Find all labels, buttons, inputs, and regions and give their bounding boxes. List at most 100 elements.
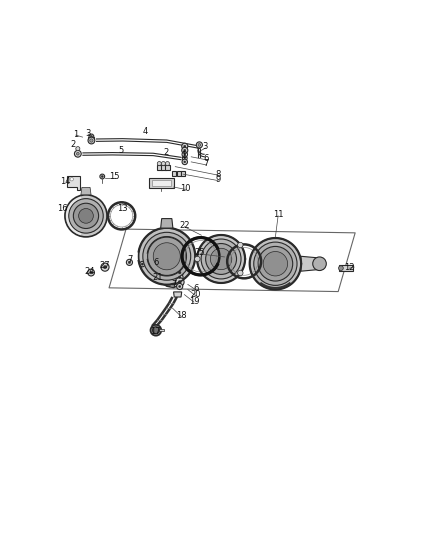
- Text: 6: 6: [153, 258, 159, 267]
- Circle shape: [157, 161, 161, 166]
- Text: 25: 25: [195, 248, 205, 257]
- Text: 2: 2: [163, 148, 169, 157]
- Polygon shape: [88, 138, 95, 140]
- Circle shape: [78, 208, 93, 223]
- Circle shape: [138, 228, 195, 285]
- Circle shape: [153, 243, 180, 270]
- Circle shape: [103, 265, 106, 269]
- Text: 6: 6: [204, 155, 209, 163]
- Text: 9: 9: [215, 175, 221, 184]
- Circle shape: [161, 161, 166, 166]
- Text: 11: 11: [273, 211, 283, 220]
- Text: 1: 1: [181, 151, 187, 159]
- Text: 15: 15: [110, 172, 120, 181]
- Circle shape: [205, 244, 237, 274]
- Circle shape: [263, 252, 288, 276]
- Circle shape: [89, 134, 94, 139]
- Polygon shape: [165, 165, 170, 169]
- Circle shape: [197, 235, 245, 282]
- Polygon shape: [67, 176, 80, 190]
- Text: 12: 12: [344, 263, 355, 272]
- Text: 19: 19: [189, 296, 199, 305]
- Polygon shape: [81, 188, 91, 195]
- Circle shape: [100, 174, 105, 179]
- Circle shape: [184, 149, 186, 151]
- Circle shape: [258, 246, 293, 281]
- Circle shape: [148, 237, 186, 276]
- Circle shape: [77, 152, 79, 155]
- Circle shape: [182, 147, 188, 154]
- Circle shape: [88, 137, 95, 144]
- Circle shape: [65, 195, 107, 237]
- Polygon shape: [181, 171, 185, 176]
- Circle shape: [90, 135, 92, 138]
- Circle shape: [178, 271, 181, 274]
- Circle shape: [184, 157, 186, 159]
- Circle shape: [76, 147, 80, 151]
- Polygon shape: [301, 256, 323, 271]
- Text: 2: 2: [71, 140, 76, 149]
- Polygon shape: [161, 219, 173, 228]
- Text: 22: 22: [179, 221, 190, 230]
- Polygon shape: [177, 171, 181, 176]
- Circle shape: [184, 145, 186, 148]
- Text: 13: 13: [117, 204, 128, 213]
- Bar: [149, 178, 173, 188]
- Text: 6: 6: [193, 284, 199, 293]
- Text: 7: 7: [172, 280, 177, 288]
- Circle shape: [143, 232, 191, 280]
- Text: 5: 5: [118, 146, 124, 155]
- Circle shape: [101, 175, 103, 177]
- Text: 16: 16: [57, 204, 67, 213]
- Circle shape: [196, 142, 202, 148]
- Circle shape: [250, 238, 301, 289]
- Circle shape: [182, 143, 188, 149]
- Circle shape: [313, 257, 326, 271]
- Circle shape: [101, 263, 109, 271]
- Circle shape: [178, 276, 181, 279]
- Circle shape: [201, 239, 241, 279]
- Text: 10: 10: [180, 184, 191, 193]
- Text: 20: 20: [191, 290, 201, 300]
- Text: 7: 7: [204, 159, 209, 168]
- Circle shape: [166, 161, 170, 166]
- Polygon shape: [339, 265, 353, 271]
- Circle shape: [237, 270, 243, 276]
- Circle shape: [182, 159, 187, 165]
- Circle shape: [69, 199, 103, 233]
- Polygon shape: [173, 292, 182, 297]
- Circle shape: [179, 285, 181, 287]
- Polygon shape: [161, 165, 166, 169]
- Circle shape: [73, 203, 99, 229]
- Text: 18: 18: [176, 311, 187, 320]
- Circle shape: [194, 256, 200, 262]
- Text: 3: 3: [85, 128, 91, 138]
- Polygon shape: [172, 171, 176, 176]
- Circle shape: [88, 269, 95, 276]
- Circle shape: [175, 278, 184, 286]
- Circle shape: [141, 263, 143, 265]
- Polygon shape: [159, 329, 164, 332]
- Circle shape: [152, 327, 159, 334]
- Text: 1: 1: [73, 130, 78, 139]
- Polygon shape: [156, 165, 162, 169]
- Circle shape: [177, 284, 183, 289]
- Circle shape: [254, 242, 297, 285]
- Circle shape: [74, 150, 81, 157]
- Circle shape: [339, 266, 343, 271]
- Text: 24: 24: [84, 267, 95, 276]
- Text: 3: 3: [203, 142, 208, 151]
- Text: 4: 4: [143, 127, 148, 136]
- Bar: [152, 180, 171, 185]
- Text: 27: 27: [100, 261, 110, 270]
- Circle shape: [70, 177, 74, 181]
- Circle shape: [198, 143, 201, 146]
- Circle shape: [90, 271, 92, 274]
- Circle shape: [90, 139, 93, 142]
- Circle shape: [184, 161, 186, 163]
- Text: 14: 14: [60, 177, 70, 186]
- Circle shape: [237, 243, 243, 248]
- Text: 8: 8: [215, 169, 221, 179]
- Circle shape: [176, 269, 184, 276]
- Circle shape: [151, 325, 161, 336]
